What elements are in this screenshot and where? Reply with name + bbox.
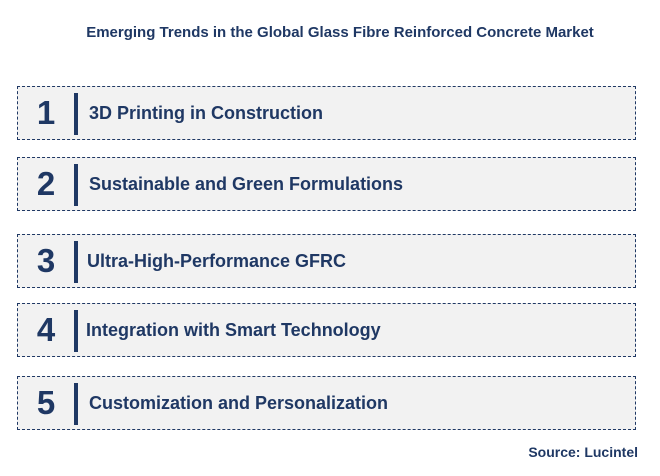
trend-item-3: 3 Ultra-High-Performance GFRC [17,234,636,288]
trend-label: Sustainable and Green Formulations [89,173,404,194]
trend-item-1: 1 3D Printing in Construction [17,86,636,140]
trend-label: 3D Printing in Construction [89,102,323,123]
trend-number: 5 [36,384,56,421]
trend-number: 1 [36,94,56,131]
trend-divider [74,93,78,135]
trend-item-5: 5 Customization and Personalization [17,376,636,430]
trend-divider [74,164,78,206]
trend-divider [74,383,78,425]
trend-number: 2 [36,165,56,202]
diagram-title: Emerging Trends in the Global Glass Fibr… [86,24,594,41]
trend-label: Customization and Personalization [89,392,389,413]
trend-number: 3 [36,242,56,279]
trend-label: Integration with Smart Technology [86,319,381,340]
trend-label: Ultra-High-Performance GFRC [87,250,347,271]
trend-divider [74,310,78,352]
trend-item-2: 2 Sustainable and Green Formulations [17,157,636,211]
trend-number: 4 [36,311,56,348]
trend-divider [74,241,78,283]
source-credit: Source: Lucintel [528,444,638,460]
trend-item-4: 4 Integration with Smart Technology [17,303,636,357]
